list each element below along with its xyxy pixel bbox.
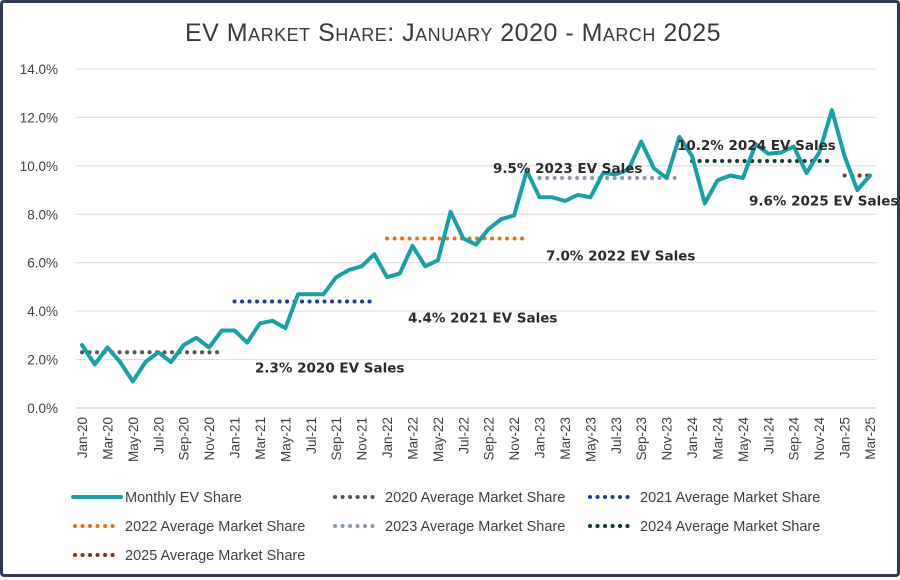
legend-label: 2021 Average Market Share [640,490,820,506]
x-tick-label: May-23 [583,417,598,462]
x-tick-label: Mar-25 [863,417,878,460]
x-tick-label: Mar-21 [253,417,268,460]
legend-label: 2020 Average Market Share [385,490,565,506]
x-tick-label: Mar-22 [405,417,420,460]
legend-label: 2022 Average Market Share [125,519,305,535]
x-tick-label: Nov-23 [660,417,675,461]
legend-label: Monthly EV Share [125,490,242,506]
legend-label: 2024 Average Market Share [640,519,820,535]
x-tick-label: Jan-20 [75,417,90,458]
y-tick-label: 14.0% [20,62,58,77]
annotation-label: 9.5% 2023 EV Sales [493,161,642,177]
legend-item: 2023 Average Market Share [333,519,565,535]
y-tick-label: 12.0% [20,110,58,125]
x-tick-label: Jan-25 [838,417,853,458]
x-axis: Jan-20 Mar-20 May-20 Jul-20 Sep-20 Nov-20 Jan-… [75,407,878,463]
x-tick-label: Sep-23 [634,417,649,461]
x-tick-label: Nov-21 [355,417,370,461]
x-tick-label: Nov-20 [202,417,217,461]
chart-title: EV Market Share: January 2020 - March 20… [185,19,721,47]
y-tick-label: 6.0% [27,256,58,271]
x-tick-label: Jul-21 [304,417,319,454]
x-tick-label: Nov-22 [507,417,522,461]
annotation-label: 10.2% 2024 EV Sales [677,138,836,154]
x-tick-label: Mar-20 [100,417,115,460]
annotation-label: 9.6% 2025 EV Sales [749,194,898,210]
legend-item: 2021 Average Market Share [588,490,820,506]
y-tick-label: 2.0% [27,353,58,368]
y-tick-label: 10.0% [20,159,58,174]
x-tick-label: Jul-23 [609,417,624,454]
legend: Monthly EV Share 2020 Average Market Shar… [71,490,820,564]
x-tick-label: Jan-24 [685,417,700,459]
grid [76,68,876,409]
ev-market-share-chart: EV Market Share: January 2020 - March 20… [20,19,899,564]
x-tick-label: Jan-21 [228,417,243,458]
y-tick-label: 0.0% [27,401,58,416]
x-tick-label: May-22 [431,417,446,462]
x-tick-label: Sep-22 [482,417,497,461]
y-axis: 0.0% 2.0% 4.0% 6.0% 8.0% 10.0% 12.0% 14.0% [20,62,58,416]
x-tick-label: May-24 [736,417,751,463]
x-tick-label: Sep-20 [177,417,192,461]
x-tick-label: Mar-24 [710,417,725,460]
y-tick-label: 4.0% [27,304,58,319]
series [80,108,872,384]
y-tick-label: 8.0% [27,207,58,222]
x-tick-label: Mar-23 [558,417,573,460]
x-tick-label: Jul-20 [151,417,166,454]
annotations: 2.3% 2020 EV Sales 4.4% 2021 EV Sales 7.0%… [255,138,898,376]
x-tick-label: Jan-23 [533,417,548,458]
annotation-label: 2.3% 2020 EV Sales [255,360,404,376]
legend-item: 2025 Average Market Share [73,548,305,564]
x-tick-label: Jul-24 [761,417,776,454]
x-tick-label: May-20 [126,417,141,462]
legend-label: 2025 Average Market Share [125,548,305,564]
x-tick-label: May-21 [278,417,293,462]
annotation-label: 4.4% 2021 EV Sales [408,310,557,326]
x-tick-label: Nov-24 [812,417,827,461]
legend-item: Monthly EV Share [71,490,242,506]
legend-item: 2022 Average Market Share [73,519,305,535]
legend-label: 2023 Average Market Share [385,519,565,535]
annotation-label: 7.0% 2022 EV Sales [546,249,695,265]
monthly-ev-share-line [80,108,872,384]
x-tick-label: Sep-24 [787,417,802,461]
legend-item: 2020 Average Market Share [333,490,565,506]
x-tick-label: Jan-22 [380,417,395,458]
x-tick-label: Jul-22 [456,417,471,454]
legend-item: 2024 Average Market Share [588,519,820,535]
x-tick-label: Sep-21 [329,417,344,461]
